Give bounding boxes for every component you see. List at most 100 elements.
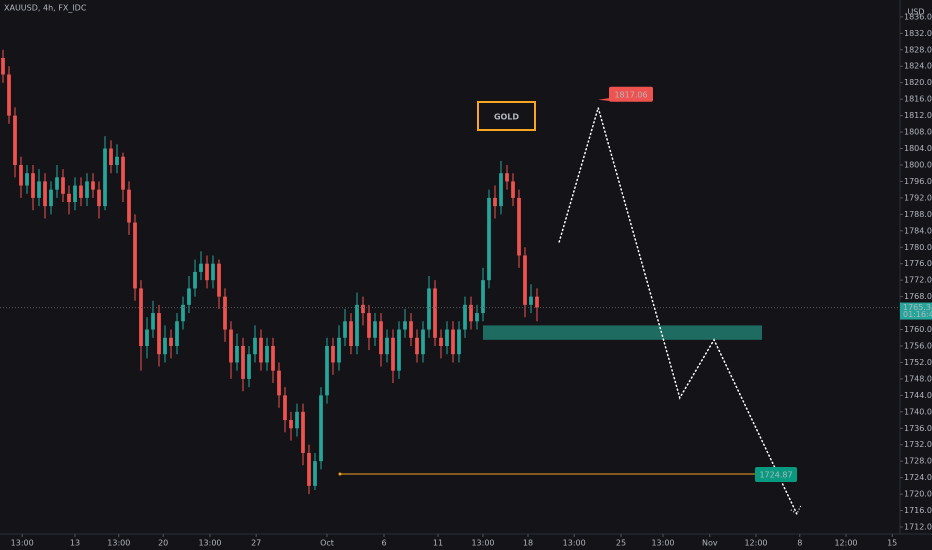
candle-body [415,337,419,355]
badge-box [477,101,536,131]
candle-body [187,288,191,305]
y-tick-label: 1792.00 [904,193,932,202]
y-tick-label: 1712.00 [904,523,932,532]
y-tick-label: 1748.00 [904,374,932,383]
candle-body [217,263,221,297]
candle-body [487,197,491,281]
y-tick-label: 1816.00 [904,95,932,104]
candle-body [31,173,35,198]
y-axis-label: USD [907,8,924,17]
candle-body [121,156,125,190]
candle-body [373,321,377,338]
candle-body [169,337,173,346]
candle-body [421,329,425,355]
target-low-tag [755,467,797,483]
candle-body [271,345,275,371]
candle-body [505,173,509,182]
target-high-tag [609,86,653,102]
candle-body [295,411,299,429]
candle-body [307,452,311,486]
candle-body [445,329,449,346]
y-tick-label: 1832.00 [904,29,932,38]
y-tick-label: 1752.00 [904,358,932,367]
candle-body [67,193,71,202]
y-tick-label: 1744.00 [904,391,932,400]
candle-body [181,304,185,322]
candle-body [127,189,131,223]
candle-body [277,370,281,396]
candle-body [481,280,485,314]
candle-body [157,313,161,355]
x-tick-label: 13:00 [563,539,586,548]
x-tick-label: 13:00 [651,539,674,548]
x-tick-label: 6 [381,539,386,548]
candle-body [283,395,287,421]
candle-body [457,329,461,355]
candle-body [337,337,341,363]
candle-body [265,345,269,363]
x-tick-label: 13:00 [11,539,34,548]
candle-body [163,337,167,355]
y-tick-label: 1784.00 [904,226,932,235]
x-tick-label: 12:00 [834,539,857,548]
candle-body [325,345,329,396]
candle-body [199,263,203,272]
x-tick-label: 18 [523,539,533,548]
candle-body [409,321,413,338]
y-tick-label: 1736.00 [904,424,932,433]
y-tick-label: 1768.00 [904,292,932,301]
x-tick-label: 27 [251,539,261,548]
y-tick-label: 1728.00 [904,457,932,466]
x-tick-label: 15 [887,539,897,548]
y-tick-label: 1828.00 [904,45,932,54]
candle-body [7,74,11,116]
candle-body [493,197,497,207]
candle-body [463,304,467,330]
x-tick-label: 11 [433,539,443,548]
candle-body [211,263,215,281]
candle-body [349,321,353,346]
current-price-tag [900,302,932,320]
chart-title: XAUUSD, 4h, FX_IDC [4,4,87,13]
countdown: 01:16:40 [903,310,932,319]
target-low-anchor [338,472,342,476]
candle-body [427,288,431,330]
candle-body [205,263,209,281]
y-tick-label: 1800.00 [904,160,932,169]
support-zone [483,325,762,340]
x-tick-label: Nov [702,539,718,548]
y-tick-label: 1760.00 [904,325,932,334]
candle-body [361,304,365,314]
x-tick-label: 13 [70,539,80,548]
candle-body [97,189,101,207]
y-tick-label: 1776.00 [904,259,932,268]
candle-body [37,181,41,198]
candle-body [235,345,239,363]
candle-body [175,321,179,346]
candle-body [289,420,293,429]
candle-body [139,288,143,346]
candle-body [517,197,521,256]
candle-body [535,296,539,308]
badge-text: GOLD [494,113,519,122]
candle-body [193,271,197,289]
candle-body [247,354,251,379]
candle-body [367,313,371,338]
candle-body [523,255,527,305]
candle-body [397,329,401,371]
projection-path [558,105,798,515]
candle-body [385,337,389,355]
x-tick-label: 13:00 [471,539,494,548]
candle-body [103,148,107,207]
candle-body [511,181,515,198]
candle-body [85,181,89,198]
candle-body [73,185,77,202]
y-tick-label: 1804.00 [904,144,932,153]
candle-body [145,329,149,346]
candle-body [433,288,437,338]
x-tick-label: 20 [158,539,168,548]
y-tick-label: 1716.00 [904,506,932,515]
candle-body [499,173,503,207]
